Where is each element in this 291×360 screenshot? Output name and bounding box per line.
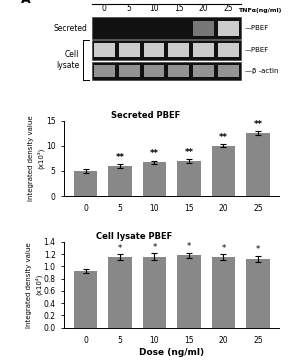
X-axis label: Dose (ng/ml): Dose (ng/ml) — [139, 348, 204, 357]
Bar — [218, 21, 239, 36]
Bar — [193, 43, 214, 57]
Bar — [218, 64, 239, 77]
Text: *: * — [187, 242, 191, 251]
Bar — [108, 166, 132, 196]
Bar — [177, 161, 200, 196]
Bar — [212, 257, 235, 328]
Bar — [246, 134, 269, 196]
Text: **: ** — [219, 133, 228, 142]
Bar — [246, 259, 269, 328]
Bar — [143, 64, 164, 77]
Text: Secreted PBEF: Secreted PBEF — [111, 111, 181, 120]
Bar — [94, 43, 115, 57]
Text: —β -actin: —β -actin — [245, 68, 278, 74]
Text: Secreted: Secreted — [54, 23, 88, 32]
Text: *: * — [118, 244, 122, 253]
Bar — [92, 62, 241, 80]
Text: TNFα(ng/ml): TNFα(ng/ml) — [238, 8, 281, 13]
Text: **: ** — [184, 148, 194, 157]
Text: —PBEF: —PBEF — [245, 47, 269, 53]
Bar — [143, 162, 166, 196]
Y-axis label: Integrated density value
(x10⁴): Integrated density value (x10⁴) — [26, 242, 42, 328]
Y-axis label: Integrated density value
(x10³): Integrated density value (x10³) — [28, 116, 45, 201]
Bar — [193, 21, 214, 36]
Text: 25: 25 — [223, 4, 233, 13]
Bar — [168, 43, 189, 57]
Bar — [212, 146, 235, 196]
Text: *: * — [256, 246, 260, 255]
Text: **: ** — [116, 153, 125, 162]
Bar — [119, 64, 140, 77]
Bar — [74, 271, 97, 328]
Bar — [168, 64, 189, 77]
Bar — [143, 257, 166, 328]
Bar — [193, 64, 214, 77]
Text: **: ** — [150, 149, 159, 158]
Text: A: A — [21, 0, 31, 6]
Bar — [119, 43, 140, 57]
Bar — [143, 43, 164, 57]
Text: Cell lysate PBEF: Cell lysate PBEF — [96, 232, 173, 241]
Text: 5: 5 — [127, 4, 132, 13]
Text: **: ** — [253, 120, 262, 129]
Bar — [92, 40, 241, 60]
Text: 10: 10 — [149, 4, 159, 13]
Text: —PBEF: —PBEF — [245, 25, 269, 31]
Text: 15: 15 — [174, 4, 184, 13]
Bar — [218, 43, 239, 57]
Text: *: * — [221, 244, 226, 253]
Text: Cell
lysate: Cell lysate — [56, 50, 79, 70]
Text: 0: 0 — [102, 4, 107, 13]
Text: *: * — [152, 243, 157, 252]
Bar — [74, 171, 97, 196]
Bar — [92, 17, 241, 39]
Text: 20: 20 — [199, 4, 208, 13]
Bar — [94, 64, 115, 77]
Bar — [177, 255, 200, 328]
Bar — [108, 257, 132, 328]
